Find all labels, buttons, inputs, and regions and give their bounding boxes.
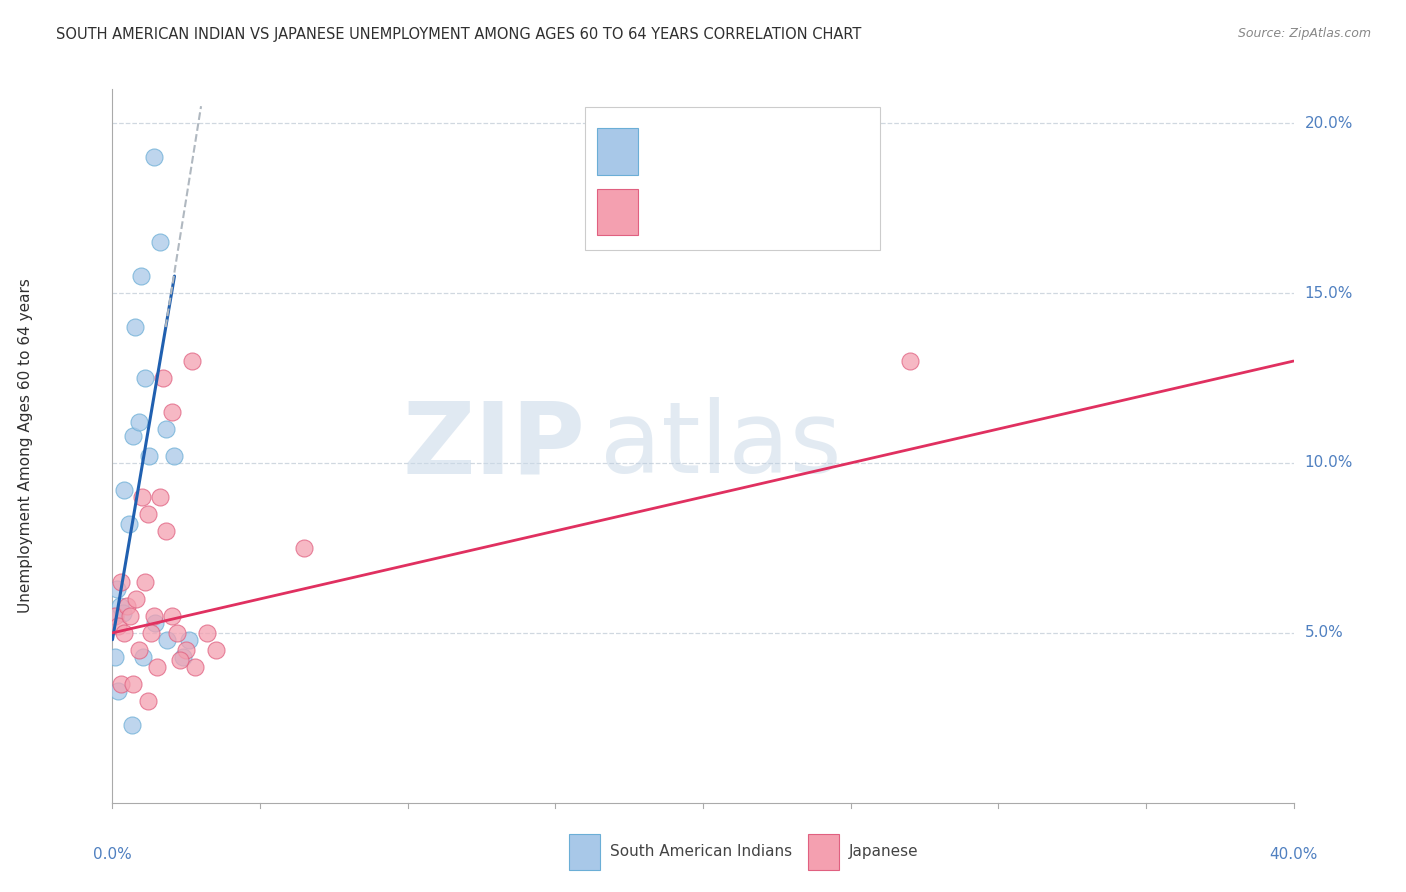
Text: 40.0%: 40.0% — [1270, 847, 1317, 863]
Point — [107, 619, 129, 633]
Text: 20.0%: 20.0% — [1305, 116, 1353, 131]
Text: 10.0%: 10.0% — [1305, 456, 1353, 470]
Point — [155, 524, 177, 538]
Point — [111, 606, 134, 620]
Point — [128, 415, 150, 429]
Point — [105, 582, 128, 596]
Point — [124, 320, 146, 334]
Text: N =: N = — [737, 143, 773, 161]
Point — [179, 632, 201, 647]
Point — [129, 269, 152, 284]
Point — [160, 405, 183, 419]
Point — [184, 660, 207, 674]
Point — [169, 653, 191, 667]
Point — [163, 449, 186, 463]
Point — [149, 490, 172, 504]
Point — [122, 429, 145, 443]
Point — [122, 677, 145, 691]
Text: N =: N = — [737, 203, 773, 221]
Point — [146, 660, 169, 674]
Text: ZIP: ZIP — [402, 398, 585, 494]
Point — [108, 599, 131, 613]
Text: 5.0%: 5.0% — [1305, 625, 1344, 640]
Text: 0.378: 0.378 — [676, 203, 728, 221]
Point — [155, 422, 177, 436]
Text: 24: 24 — [769, 143, 792, 161]
Text: R =: R = — [645, 143, 681, 161]
Point — [181, 354, 204, 368]
Point — [134, 371, 156, 385]
Text: SOUTH AMERICAN INDIAN VS JAPANESE UNEMPLOYMENT AMONG AGES 60 TO 64 YEARS CORRELA: SOUTH AMERICAN INDIAN VS JAPANESE UNEMPL… — [56, 27, 862, 42]
Text: Unemployment Among Ages 60 to 64 years: Unemployment Among Ages 60 to 64 years — [18, 278, 32, 614]
Point — [107, 683, 129, 698]
Point — [110, 574, 132, 589]
Text: R =: R = — [645, 203, 681, 221]
Point — [138, 449, 160, 463]
Point — [104, 608, 127, 623]
Point — [139, 626, 162, 640]
Point — [112, 626, 135, 640]
Point — [143, 615, 166, 630]
Point — [172, 649, 194, 664]
Point — [149, 235, 172, 249]
Point — [112, 483, 135, 498]
Text: Japanese: Japanese — [849, 845, 920, 859]
Text: 31: 31 — [769, 203, 792, 221]
Text: 15.0%: 15.0% — [1305, 285, 1353, 301]
Point — [166, 626, 188, 640]
Text: Source: ZipAtlas.com: Source: ZipAtlas.com — [1237, 27, 1371, 40]
Point — [118, 517, 141, 532]
Text: atlas: atlas — [599, 398, 841, 494]
Point — [142, 608, 165, 623]
Point — [125, 591, 148, 606]
Point — [104, 649, 127, 664]
Point — [152, 371, 174, 385]
Point — [142, 150, 165, 164]
Point — [174, 643, 197, 657]
Point — [132, 649, 155, 664]
Point — [160, 608, 183, 623]
Text: 0.620: 0.620 — [676, 143, 728, 161]
Point — [110, 677, 132, 691]
Point — [101, 608, 124, 623]
Point — [136, 507, 159, 521]
Text: South American Indians: South American Indians — [610, 845, 793, 859]
Point — [134, 574, 156, 589]
Text: 0.0%: 0.0% — [93, 847, 132, 863]
Point — [205, 643, 228, 657]
Point — [195, 626, 218, 640]
Point — [156, 632, 179, 647]
Point — [136, 694, 159, 708]
Point — [120, 608, 142, 623]
Point — [131, 490, 153, 504]
Point — [292, 541, 315, 555]
Point — [121, 717, 143, 731]
Point — [898, 354, 921, 368]
Point — [128, 643, 150, 657]
Point — [117, 599, 138, 613]
